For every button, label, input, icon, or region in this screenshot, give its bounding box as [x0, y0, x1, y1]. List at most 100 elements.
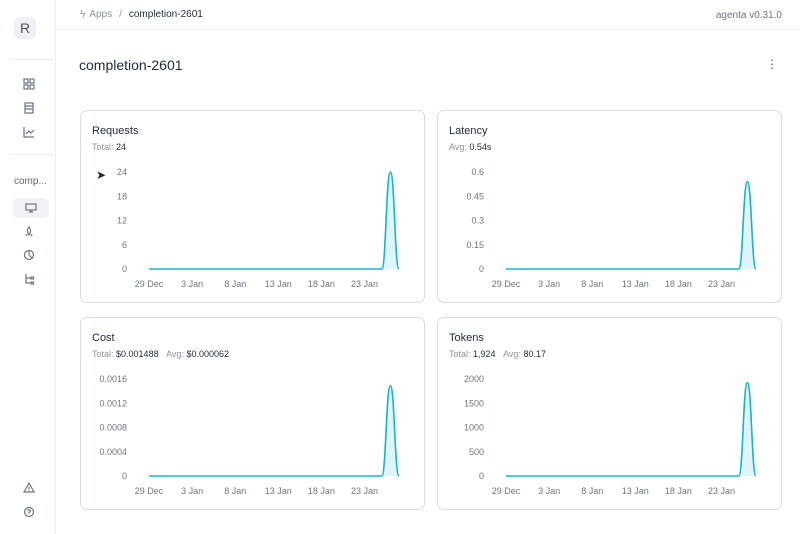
x-tick-label: 18 Jan: [308, 279, 335, 289]
cost-card: Cost Total: $0.001488 Avg: $0.000062 0 0.0…: [80, 317, 425, 510]
x-tick-label: 3 Jan: [181, 486, 203, 496]
card-title: Tokens: [449, 332, 484, 344]
breadcrumb-apps[interactable]: Apps: [89, 9, 113, 20]
y-tick-label: 0.3: [471, 216, 484, 226]
requests-card: Requests Total: 24 0 6 12 18 24 29 Dec 3 Jan 8 J…: [80, 110, 425, 303]
stat-value: $0.001488: [116, 349, 159, 359]
x-tick-label: 13 Jan: [622, 279, 649, 289]
sidebar: R comp...: [0, 0, 56, 534]
bolt-icon: ϟ: [80, 9, 86, 20]
tree-icon[interactable]: [19, 269, 39, 289]
help-icon[interactable]: [19, 502, 39, 522]
stat-label: Avg:: [449, 142, 467, 152]
card-stats: Avg: 0.54s: [449, 142, 499, 152]
y-tick-label: 500: [469, 447, 484, 457]
x-tick-label: 18 Jan: [308, 486, 335, 496]
y-tick-label: 18: [117, 191, 127, 201]
stat-value: 80.17: [523, 349, 546, 359]
series-line: [149, 384, 400, 477]
tokens-chart: 0 500 1000 1500 2000 29 Dec 3 Jan 8 Jan 13 Jan 18…: [464, 374, 757, 496]
page-title: completion-2601: [79, 57, 183, 73]
stat-value: 1,924: [473, 349, 496, 359]
org-avatar[interactable]: R: [14, 17, 36, 39]
x-tick-label: 8 Jan: [224, 486, 246, 496]
y-tick-label: 1000: [464, 423, 484, 433]
x-tick-label: 13 Jan: [622, 486, 649, 496]
series-line: [506, 180, 757, 270]
y-tick-label: 0.0004: [99, 447, 127, 457]
y-tick-label: 24: [117, 167, 127, 177]
breadcrumb: ϟ Apps / completion-2601: [56, 0, 800, 30]
warning-icon[interactable]: [19, 478, 39, 498]
cost-chart: 0 0.0004 0.0008 0.0012 0.0016 29 Dec 3 Jan 8 Ja…: [99, 374, 400, 496]
x-tick-label: 23 Jan: [708, 486, 735, 496]
x-tick-label: 3 Jan: [538, 279, 560, 289]
x-tick-label: 23 Jan: [708, 279, 735, 289]
stat-label: Total:: [92, 142, 114, 152]
y-tick-label: 0.15: [466, 240, 484, 250]
table-icon[interactable]: [19, 98, 39, 118]
x-tick-label: 23 Jan: [351, 486, 378, 496]
y-tick-label: 0.45: [466, 191, 484, 201]
divider: [9, 59, 53, 60]
x-tick-label: 8 Jan: [581, 279, 603, 289]
chart-pie-icon[interactable]: [19, 245, 39, 265]
stat-label: Total:: [92, 349, 114, 359]
rocket-icon[interactable]: [19, 222, 39, 242]
series-area: [149, 172, 399, 269]
y-tick-label: 1500: [464, 398, 484, 408]
x-tick-label: 29 Dec: [135, 486, 164, 496]
x-tick-label: 29 Dec: [135, 279, 164, 289]
version-label: agenta v0.31.0: [715, 10, 782, 21]
series-area: [506, 181, 756, 269]
breadcrumb-separator: /: [119, 9, 122, 20]
x-tick-label: 3 Jan: [181, 279, 203, 289]
y-tick-label: 2000: [464, 374, 484, 384]
more-options-button[interactable]: ⋮: [766, 57, 778, 71]
card-stats: Total: 24: [92, 142, 134, 152]
card-stats: Total: $0.001488 Avg: $0.000062: [92, 349, 237, 359]
stat-label: Avg:: [166, 349, 184, 359]
y-tick-label: 0.0016: [99, 374, 127, 384]
series-area: [149, 385, 399, 476]
y-tick-label: 0.6: [471, 167, 484, 177]
y-tick-label: 0: [479, 471, 484, 481]
x-tick-label: 18 Jan: [665, 279, 692, 289]
y-tick-label: 0.0008: [99, 423, 127, 433]
requests-chart: 0 6 12 18 24 29 Dec 3 Jan 8 Jan 13 Jan 18 Jan 23 J…: [117, 167, 400, 289]
x-tick-label: 13 Jan: [265, 279, 292, 289]
y-tick-label: 6: [122, 240, 127, 250]
series-area: [506, 382, 756, 476]
mouse-cursor-icon: ➤: [96, 168, 107, 182]
grid-icon[interactable]: [19, 74, 39, 94]
stat-value: 0.54s: [469, 142, 492, 152]
x-tick-label: 8 Jan: [224, 279, 246, 289]
breadcrumb-current: completion-2601: [128, 9, 203, 20]
x-tick-label: 23 Jan: [351, 279, 378, 289]
x-tick-label: 13 Jan: [265, 486, 292, 496]
y-tick-label: 0: [122, 471, 127, 481]
x-tick-label: 29 Dec: [492, 486, 521, 496]
x-tick-label: 29 Dec: [492, 279, 521, 289]
y-tick-label: 0: [479, 264, 484, 274]
x-tick-label: 3 Jan: [538, 486, 560, 496]
latency-chart: 0 0.15 0.3 0.45 0.6 29 Dec 3 Jan 8 Jan 13 Jan 18 …: [466, 167, 757, 289]
app-name-short: comp...: [14, 176, 47, 187]
y-tick-label: 0: [122, 264, 127, 274]
series-line: [506, 381, 757, 477]
card-stats: Total: 1,924 Avg: 80.17: [449, 349, 554, 359]
series-line: [149, 171, 400, 270]
y-tick-label: 12: [117, 216, 127, 226]
chart-icon[interactable]: [19, 122, 39, 142]
stat-label: Total:: [449, 349, 471, 359]
divider: [9, 154, 53, 155]
tokens-card: Tokens Total: 1,924 Avg: 80.17 0 500 1000 15…: [437, 317, 782, 510]
y-tick-label: 0.0012: [99, 398, 127, 408]
stat-value: $0.000062: [186, 349, 230, 359]
card-title: Requests: [92, 125, 139, 137]
x-tick-label: 8 Jan: [581, 486, 603, 496]
card-title: Latency: [449, 125, 488, 137]
card-title: Cost: [92, 332, 115, 344]
x-tick-label: 18 Jan: [665, 486, 692, 496]
monitor-icon[interactable]: [13, 198, 49, 218]
